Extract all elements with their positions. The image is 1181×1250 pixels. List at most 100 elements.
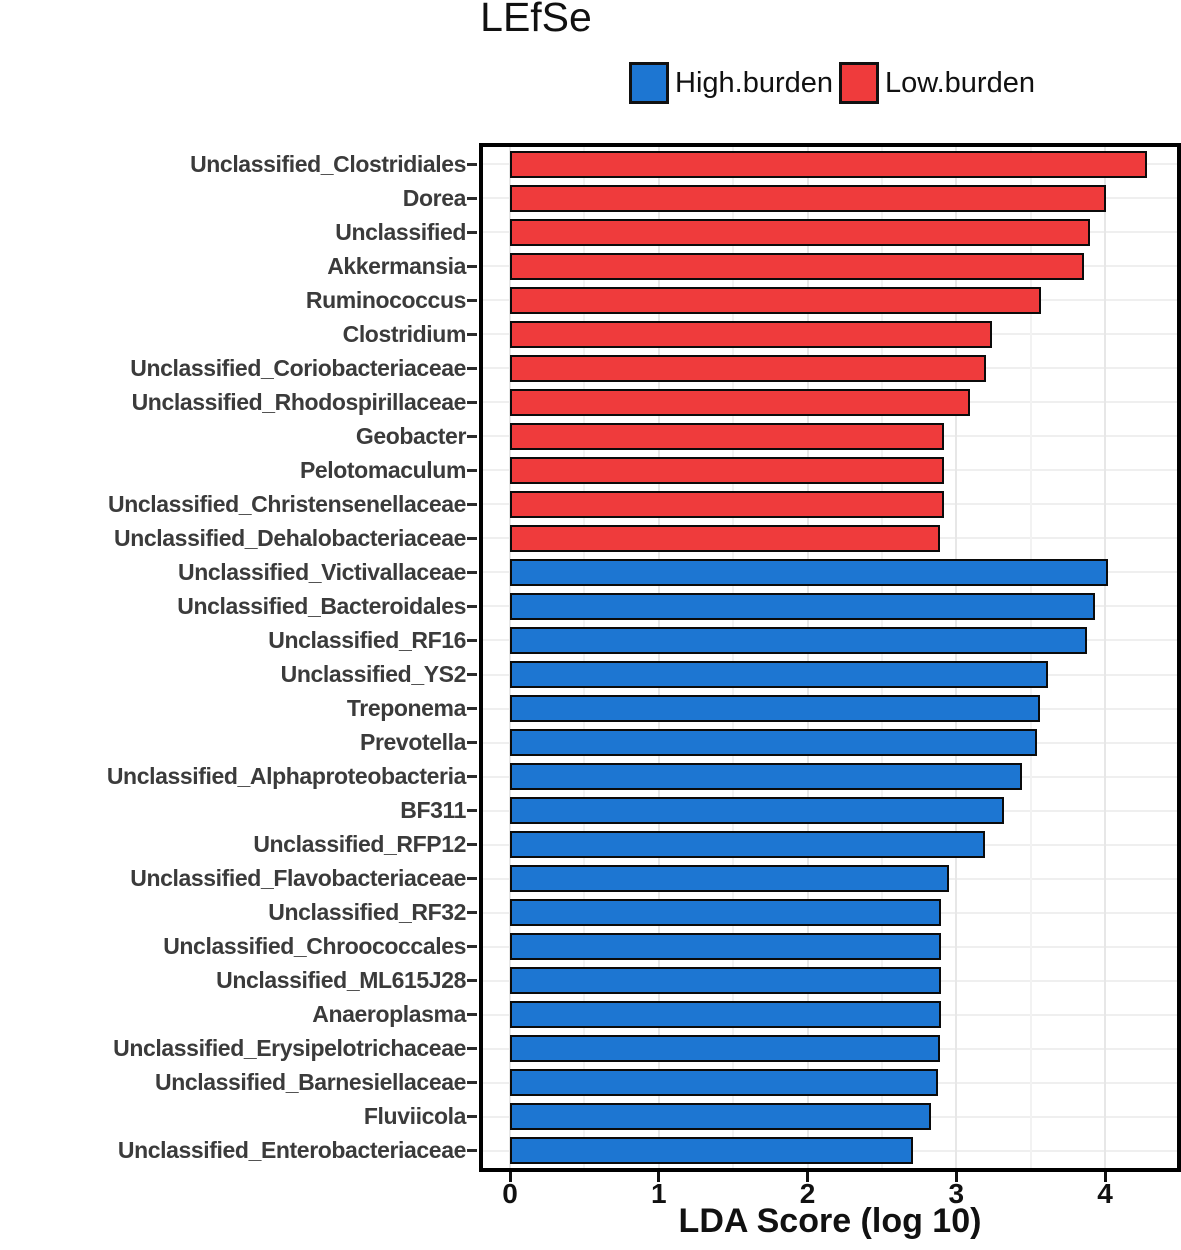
y-label: Unclassified_Flavobacteriaceae <box>130 865 466 892</box>
x-tick <box>1103 1172 1107 1182</box>
bar-unclassified_christensenellaceae <box>510 490 945 518</box>
y-tick <box>467 1115 477 1119</box>
x-tick-label: 3 <box>948 1178 965 1209</box>
y-tick <box>467 1149 477 1153</box>
y-tick <box>467 945 477 949</box>
bar-ruminococcus <box>510 286 1042 314</box>
bar-unclassified_ml615j28 <box>510 967 942 995</box>
bar-unclassified_chroococcales <box>510 933 942 961</box>
x-tick-label: 4 <box>1097 1178 1113 1209</box>
x-tick <box>954 1172 958 1182</box>
y-tick <box>467 809 477 813</box>
plot-panel <box>479 143 1181 1172</box>
bar-unclassified_ys2 <box>510 661 1049 689</box>
y-tick <box>467 1081 477 1085</box>
y-label: Anaeroplasma <box>312 1001 466 1028</box>
y-label: Dorea <box>402 184 467 211</box>
bar-akkermansia <box>510 252 1085 280</box>
y-tick <box>467 570 477 574</box>
high-burden-label: High.burden <box>675 66 833 99</box>
y-label: Prevotella <box>360 729 466 756</box>
bar-unclassified_clostridiales <box>510 150 1147 178</box>
bar-unclassified_barnesiellaceae <box>510 1069 939 1097</box>
bar-unclassified <box>510 218 1091 246</box>
y-tick <box>467 502 477 506</box>
y-tick <box>467 741 477 745</box>
bar-pelotomaculum <box>510 456 945 484</box>
y-tick <box>467 604 477 608</box>
bar-unclassified_enterobacteriaceae <box>510 1137 914 1165</box>
bar-unclassified_coriobacteriaceae <box>510 354 986 382</box>
bar-unclassified_erysipelotrichaceae <box>510 1035 940 1063</box>
y-tick <box>467 468 477 472</box>
x-tick <box>657 1172 661 1182</box>
y-label: Unclassified_Enterobacteriaceae <box>117 1137 467 1164</box>
x-tick-label: 1 <box>650 1178 667 1209</box>
y-label: Unclassified_RFP12 <box>253 831 466 858</box>
y-tick <box>467 673 477 677</box>
y-tick <box>467 298 477 302</box>
y-label: Unclassified_Barnesiellaceae <box>155 1069 466 1096</box>
y-label: Unclassified_Victivallaceae <box>178 558 466 585</box>
gridline-minor <box>583 147 586 1168</box>
y-tick <box>467 434 477 438</box>
y-label: Akkermansia <box>327 252 466 279</box>
bar-unclassified_victivallaceae <box>510 558 1108 586</box>
bar-unclassified_rfp12 <box>510 831 985 859</box>
bar-unclassified_bacteroidales <box>510 592 1095 620</box>
bar-bf311 <box>510 797 1004 825</box>
y-tick <box>467 638 477 642</box>
y-tick <box>467 366 477 370</box>
y-tick <box>467 843 477 847</box>
bar-clostridium <box>510 320 992 348</box>
gridline-major <box>1104 147 1106 1168</box>
y-axis-labels: Unclassified_Clostridiales Dorea Unclassif… <box>0 147 467 1168</box>
y-label: Unclassified_Erysipelotrichaceae <box>113 1035 466 1062</box>
legend: High.burden Low.burden <box>629 61 1035 105</box>
gridline-major <box>806 147 809 1168</box>
bar-geobacter <box>510 422 945 450</box>
y-tick <box>467 264 477 268</box>
high-burden-swatch <box>629 62 669 104</box>
low-burden-label: Low.burden <box>885 66 1035 99</box>
y-tick <box>467 911 477 915</box>
y-tick <box>467 707 477 711</box>
y-label: Unclassified_Coriobacteriaceae <box>130 354 466 381</box>
y-label: Ruminococcus <box>305 286 466 313</box>
y-label: Pelotomaculum <box>299 456 466 483</box>
x-tick <box>508 1172 512 1182</box>
y-label: Treponema <box>346 695 467 722</box>
bar-unclassified_rf32 <box>510 899 942 927</box>
bar-dorea <box>510 184 1107 212</box>
y-label: Unclassified_RF32 <box>268 899 466 926</box>
x-tick <box>806 1172 809 1182</box>
x-tick-label: 0 <box>502 1178 518 1209</box>
chart-title: LEfSe <box>480 0 592 40</box>
bar-unclassified_alphaproteobacteria <box>510 763 1022 791</box>
y-label: Unclassified_RF16 <box>268 626 466 653</box>
bar-unclassified_rhodospirillaceae <box>510 388 970 416</box>
y-tick <box>467 230 477 234</box>
bar-fluviicola <box>510 1103 931 1131</box>
x-axis-title: LDA Score (log 10) <box>678 1202 982 1240</box>
y-label: Unclassified_Bacteroidales <box>177 592 466 619</box>
y-label: Geobacter <box>355 422 467 449</box>
y-tick <box>467 536 477 540</box>
gridline-minor <box>1029 147 1032 1168</box>
y-tick <box>467 400 477 404</box>
gridline-minor <box>880 147 883 1168</box>
y-tick <box>467 979 477 983</box>
bar-unclassified_dehalobacteriaceae <box>510 524 940 552</box>
y-label: BF311 <box>400 797 466 824</box>
x-tick-label: 2 <box>799 1178 816 1209</box>
y-label: Unclassified_Dehalobacteriaceae <box>114 524 466 551</box>
gridline-major <box>509 147 511 1168</box>
gridline-major <box>657 147 660 1168</box>
y-label: Unclassified_ML615J28 <box>216 967 466 994</box>
low-burden-swatch <box>839 62 879 104</box>
y-label: Unclassified_Chroococcales <box>163 933 466 960</box>
y-label: Unclassified_Alphaproteobacteria <box>106 763 467 790</box>
bar-prevotella <box>510 729 1037 757</box>
y-tick <box>467 162 477 166</box>
